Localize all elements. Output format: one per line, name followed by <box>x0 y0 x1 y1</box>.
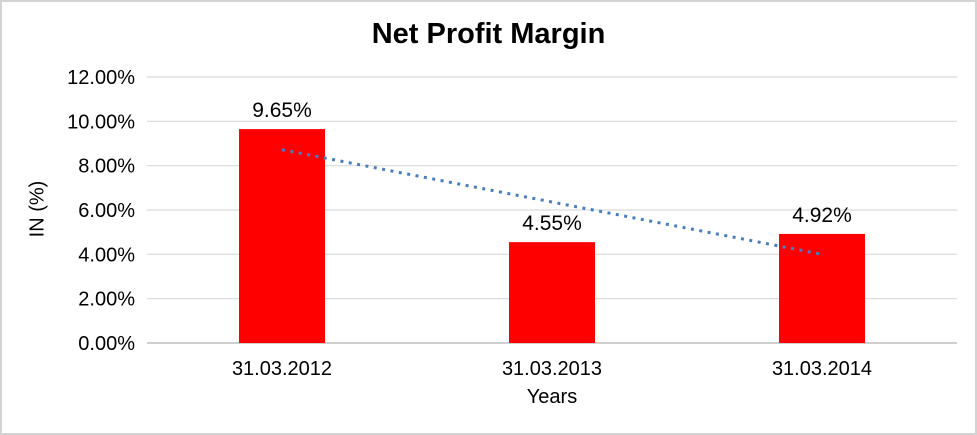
y-tick-label: 10.00% <box>67 111 135 133</box>
y-tick-label: 12.00% <box>67 67 135 89</box>
y-tick-label: 6.00% <box>78 200 135 222</box>
bar <box>239 129 325 343</box>
x-category-label: 31.03.2012 <box>232 358 332 380</box>
y-tick-label: 0.00% <box>78 333 135 355</box>
x-axis-title: Years <box>526 386 578 408</box>
bar <box>509 242 595 343</box>
y-tick-label: 8.00% <box>78 156 135 178</box>
bar-data-label: 4.92% <box>792 204 852 227</box>
bar <box>779 233 865 343</box>
x-category-label: 31.03.2013 <box>502 358 602 380</box>
y-tick-label: 2.00% <box>78 289 135 311</box>
bar-data-label: 9.65% <box>252 99 312 122</box>
x-category-label: 31.03.2014 <box>772 358 872 380</box>
y-tick-label: 4.00% <box>78 244 135 266</box>
bar-data-label: 4.55% <box>522 212 582 235</box>
chart-title: Net Profit Margin <box>371 18 606 50</box>
